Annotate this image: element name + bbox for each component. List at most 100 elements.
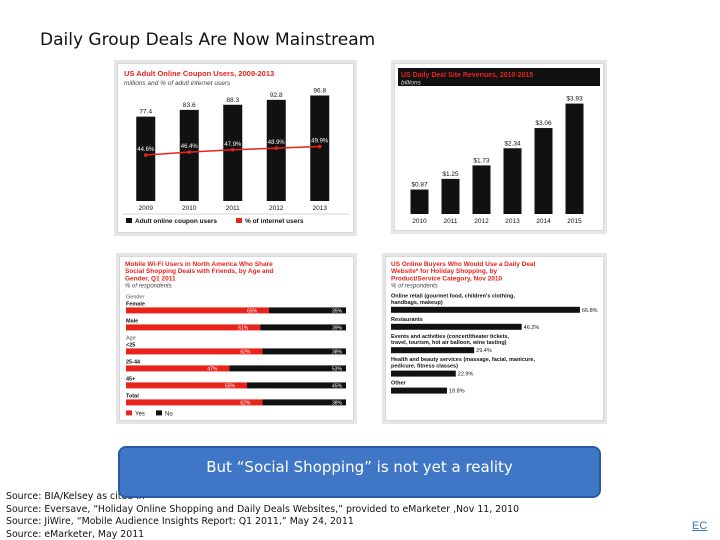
category-bar [391, 306, 580, 313]
row-label: Male [126, 318, 138, 324]
row-label: 45+ [126, 376, 135, 382]
bar-value-label: 96.8 [313, 87, 326, 94]
coupon-users-bar [179, 109, 199, 201]
bar-value-label: $0.87 [411, 182, 428, 189]
bar-value-label: 46.2% [524, 325, 540, 331]
bar-value-label: $3.06 [535, 120, 552, 127]
bar-value-label: $2.34 [504, 140, 521, 147]
page-number-link[interactable]: EC [692, 520, 708, 532]
bar-value-label: 77.4 [139, 109, 152, 116]
chart-title: US Online Buyers Who Would Use a Daily D… [391, 261, 536, 268]
source-line: Source: eMarketer, May 2011 [6, 528, 145, 540]
chart-subtitle: millions and % of adult internet users [124, 80, 231, 87]
row-label: 25-44 [126, 359, 141, 365]
bar-value-label: $1.73 [473, 157, 490, 164]
coupon-users-bar [136, 116, 156, 201]
yes-bar [126, 307, 269, 314]
group-header: Gender [126, 294, 145, 300]
category-bar [391, 323, 522, 330]
callout-box: But “Social Shopping” is not yet a reali… [118, 446, 601, 498]
bar-value-label: 66.8% [582, 308, 598, 314]
deal-revenue-chart: US Daily Deal Site Revenues, 2010-2015bi… [398, 68, 600, 225]
x-tick-label: 2010 [182, 205, 197, 212]
chart-title: Mobile Wi-Fi Users in North America Who … [125, 261, 273, 268]
chart-title-bar [398, 68, 600, 86]
revenue-bar [534, 128, 553, 214]
yes-bar [126, 382, 247, 389]
yes-label: 47% [207, 366, 218, 372]
pct-label: 46.4% [181, 144, 199, 150]
group-header: Age [126, 335, 136, 341]
chart-title: Gender, Q1 2011 [125, 275, 176, 282]
x-tick-label: 2011 [444, 218, 458, 225]
x-tick-label: 2009 [139, 205, 154, 212]
category-bar [391, 347, 475, 354]
source-line: Source: JiWire, “Mobile Audience Insight… [6, 516, 354, 528]
pct-point [187, 150, 192, 154]
x-tick-label: 2010 [412, 218, 427, 225]
category-bar [391, 370, 456, 377]
legend-label: % of internet users [245, 218, 304, 225]
chart-subtitle: % of respondents [391, 283, 438, 289]
revenue-bar [503, 148, 522, 214]
category-label: Events and activities (concert/theater t… [391, 334, 509, 340]
x-tick-label: 2013 [505, 218, 520, 225]
x-tick-label: 2015 [567, 218, 582, 225]
social-sharing-chart: Mobile Wi-Fi Users in North America Who … [125, 261, 346, 417]
pct-point [143, 153, 148, 157]
no-label: 38% [332, 400, 343, 406]
category-label: Health and beauty services (massage, fac… [391, 357, 535, 363]
yes-bar [126, 399, 263, 406]
yes-bar [126, 348, 263, 355]
category-label: travel, tourism, hot air balloon, wine t… [391, 340, 507, 346]
pct-label: 44.6% [137, 147, 155, 153]
x-tick-label: 2014 [536, 218, 551, 225]
revenue-bar [472, 165, 491, 214]
holiday-deal-chart: US Online Buyers Who Would Use a Daily D… [391, 261, 598, 395]
chart-title: Website* for Holiday Shopping, by [391, 268, 497, 275]
category-bar [391, 387, 448, 394]
no-bar [262, 348, 346, 355]
yes-bar [126, 324, 261, 331]
yes-bar [126, 365, 230, 372]
bar-value-label: 22.9% [458, 372, 474, 378]
no-label: 39% [332, 325, 343, 331]
no-label: 53% [332, 366, 343, 372]
bar-value-label: 83.6 [183, 102, 196, 109]
source-line: Source: Eversave, “Holiday Online Shoppi… [6, 503, 520, 515]
category-label: Other [391, 381, 407, 387]
coupon-users-chart: US Adult Online Coupon Users, 2009-2013 m… [122, 69, 349, 225]
chart-title: Product/Service Category, Nov 2010 [391, 275, 503, 282]
bar-value-label: 88.3 [226, 97, 239, 104]
chart-subtitle: billions [401, 80, 422, 87]
chart-title: US Daily Deal Site Revenues, 2010-2015 [401, 72, 533, 79]
row-label: Total [126, 393, 139, 399]
no-bar [262, 399, 346, 406]
x-tick-label: 2012 [474, 218, 489, 225]
legend-label: Yes [135, 411, 145, 417]
row-label: Female [126, 301, 145, 307]
bar-value-label: $1.25 [442, 171, 459, 178]
no-bar [269, 307, 346, 314]
yes-label: 62% [240, 400, 251, 406]
holiday-deal-chart-panel: US Online Buyers Who Would Use a Daily D… [385, 256, 604, 421]
callout-text: But “Social Shopping” is not yet a reali… [206, 458, 513, 476]
coupon-users-chart-panel: US Adult Online Coupon Users, 2009-2013 m… [117, 63, 354, 233]
legend-swatch-yes [126, 410, 132, 416]
deal-revenue-chart-panel: US Daily Deal Site Revenues, 2010-2015 bi… [394, 63, 604, 231]
pct-point [230, 147, 235, 152]
legend-swatch-pct [236, 218, 242, 223]
category-label: handbags, makeup) [391, 300, 443, 306]
source-line: Source: BIA/Kelsey as cited in [6, 491, 145, 502]
pct-point [317, 144, 322, 149]
revenue-bar [410, 189, 429, 214]
bar-value-label: $3.93 [566, 96, 583, 103]
revenue-bar [441, 178, 460, 214]
bar-value-label: 29.4% [476, 348, 492, 354]
no-label: 45% [332, 383, 343, 389]
pct-label: 47.9% [224, 142, 242, 148]
chart-title: Social Shopping Deals with Friends, by A… [125, 268, 274, 275]
category-label: pedicure, fitness classes) [391, 364, 458, 370]
revenue-bar [565, 103, 584, 214]
